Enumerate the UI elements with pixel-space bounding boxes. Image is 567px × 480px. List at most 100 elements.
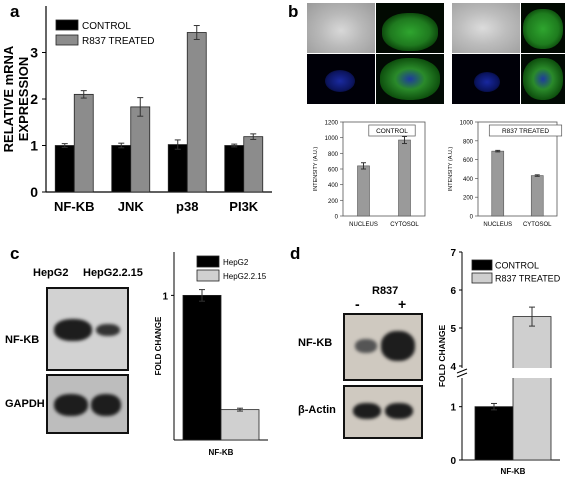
- panel-label-d: d: [290, 244, 301, 263]
- blot-c-gapdh: [46, 374, 129, 434]
- micrograph-control-brightfield: [307, 3, 375, 53]
- chart-c-legend-label: HepG2: [223, 258, 249, 267]
- chart-a-error-bar: [80, 90, 87, 99]
- micrograph-treated-merge: [521, 54, 565, 104]
- chart-b-control-error-bar: [361, 162, 366, 170]
- chart-b-control-xtick-label: CYTOSOL: [390, 222, 419, 228]
- chart-a-legend-swatch: [55, 19, 79, 31]
- chart-c-legend-label: HepG2.2.15: [223, 272, 267, 281]
- blot-d-actin-band-1: [353, 403, 381, 419]
- chart-a-bar-control: [54, 145, 75, 193]
- chart-d-ytick-label: 1: [450, 403, 456, 414]
- chart-a-bar-treated: [130, 106, 151, 193]
- blot-d-lane-label-1: -: [355, 296, 360, 312]
- chart-b-control-ytick-label: 200: [328, 199, 339, 205]
- chart-b-control-ylabel: INTENSITY (A.U.): [313, 147, 319, 192]
- blot-c-nfkb: [46, 287, 129, 371]
- panel-label-b: b: [288, 2, 299, 21]
- chart-b-control-title-box: [368, 124, 416, 137]
- micrograph-control-blue: [307, 54, 375, 104]
- chart-a-error-bar: [61, 143, 68, 148]
- blot-c-gapdh-band-1: [54, 394, 88, 416]
- chart-a-error-bar: [250, 133, 257, 140]
- chart-c-legend-swatch: [196, 255, 220, 268]
- chart-d-axis-break-gap: [456, 368, 562, 378]
- panel-label-c: c: [10, 244, 20, 263]
- chart-b-control-title: CONTROL: [376, 128, 408, 135]
- chart-a-error-bar: [137, 97, 144, 117]
- blot-d-row-label-1: NF-KB: [298, 337, 333, 349]
- chart-b-treated-xtick-label: NUCLEUS: [483, 222, 512, 228]
- chart-d-ytick-label: 6: [450, 286, 456, 297]
- chart-b-treated-ytick-label: 600: [463, 158, 474, 164]
- blot-c-nfkb-band-2: [96, 324, 120, 336]
- chart-b-control-bar: [357, 165, 370, 217]
- chart-b-treated-error-bar: [534, 174, 540, 177]
- chart-a-error-bar: [118, 142, 125, 149]
- micrograph-control-green: [376, 3, 444, 53]
- chart-a-xtick-label: p38: [176, 199, 198, 214]
- chart-b-control-ytick-label: 0: [335, 215, 339, 221]
- chart-a-bar-control: [224, 145, 245, 193]
- chart-b-treated-ytick-label: 800: [463, 139, 474, 145]
- chart-b-treated-ytick-label: 0: [470, 215, 474, 221]
- chart-d-ylabel: FOLD CHANGE: [437, 325, 447, 388]
- chart-b-treated-title: R837 TREATED: [502, 128, 549, 135]
- chart-d-legend-label: R837 TREATED: [495, 274, 561, 284]
- chart-c-error-bar: [237, 407, 243, 412]
- chart-a-xtick-label: PI3K: [229, 199, 259, 214]
- blot-c-nfkb-band-1: [54, 319, 92, 341]
- chart-a-ytick-label: 0: [30, 184, 38, 200]
- chart-c-ylabel: FOLD CHANGE: [154, 316, 163, 375]
- chart-d-bar-control: [474, 406, 514, 461]
- chart-b-treated-bar: [530, 175, 544, 217]
- chart-c-xtick-label: NF-KB: [209, 448, 234, 457]
- chart-a-legend-label: R837 TREATED: [82, 36, 154, 47]
- chart-a-error-bar: [193, 25, 200, 40]
- micrograph-treated-blue: [452, 54, 520, 104]
- chart-d-legend-swatch: [471, 272, 493, 284]
- chart-c-bar-hepg2: [182, 294, 222, 441]
- chart-a-xtick-label: JNK: [118, 199, 145, 214]
- chart-b-control-ytick-label: 1200: [325, 121, 339, 127]
- blot-d-nfkb-band-2: [381, 331, 415, 361]
- chart-d-ytick-label: 0: [450, 456, 456, 467]
- chart-d-xtick-label: NF-KB: [501, 467, 526, 476]
- chart-d-axis-break-mark: [456, 372, 468, 378]
- chart-b-treated-error-bar: [495, 149, 501, 153]
- chart-b-treated-ytick-label: 400: [463, 177, 474, 183]
- panel-label-a: a: [10, 2, 20, 21]
- chart-d-legend-label: CONTROL: [495, 261, 539, 271]
- chart-b-control-ytick-label: 1000: [325, 136, 339, 142]
- chart-a-legend-label: CONTROL: [82, 21, 131, 32]
- chart-a-bar-treated: [73, 93, 94, 193]
- chart-b-control-error-bar: [402, 135, 407, 145]
- chart-b-treated: 0 200 400 600 800 1000 INTENSITY (A.U.) R837 TR…: [448, 121, 563, 228]
- blot-d-actin: [343, 385, 423, 439]
- micrograph-treated-green: [521, 3, 565, 53]
- chart-c-bar-hepg2215: [220, 409, 260, 441]
- chart-c: 1 FOLD CHANGE NF-KB HepG2 HepG2.2.15: [154, 252, 268, 457]
- chart-b-control-ytick-label: 800: [328, 152, 339, 158]
- chart-b-control-ytick-label: 400: [328, 183, 339, 189]
- chart-a-bar-control: [111, 145, 132, 193]
- chart-a-xtick-label: NF-KB: [54, 199, 94, 214]
- chart-a-bar-control: [167, 144, 188, 193]
- blot-d-actin-band-2: [385, 403, 413, 419]
- chart-d-ytick-label: 7: [450, 248, 456, 259]
- chart-b-control-xtick-label: NUCLEUS: [349, 222, 378, 228]
- blot-c-row-label-1: NF-KB: [5, 334, 40, 346]
- chart-a-ytick-label: 1: [30, 138, 38, 154]
- blot-d-lane-label-2: +: [398, 296, 407, 312]
- chart-b-control-bar: [398, 139, 411, 217]
- chart-c-legend-swatch: [196, 269, 220, 282]
- blot-d-row-label-2: β-Actin: [298, 404, 336, 416]
- chart-c-ytick-label: 1: [162, 291, 168, 302]
- chart-d-ytick-label: 5: [450, 324, 456, 335]
- blot-c-lane-label-1: HepG2: [33, 267, 69, 279]
- chart-b-treated-frame: [477, 121, 558, 217]
- blot-c-lane-label-2: HepG2.2.15: [83, 267, 143, 279]
- micrograph-control-merge: [376, 54, 444, 104]
- chart-b-treated-ytick-label: 1000: [460, 121, 474, 127]
